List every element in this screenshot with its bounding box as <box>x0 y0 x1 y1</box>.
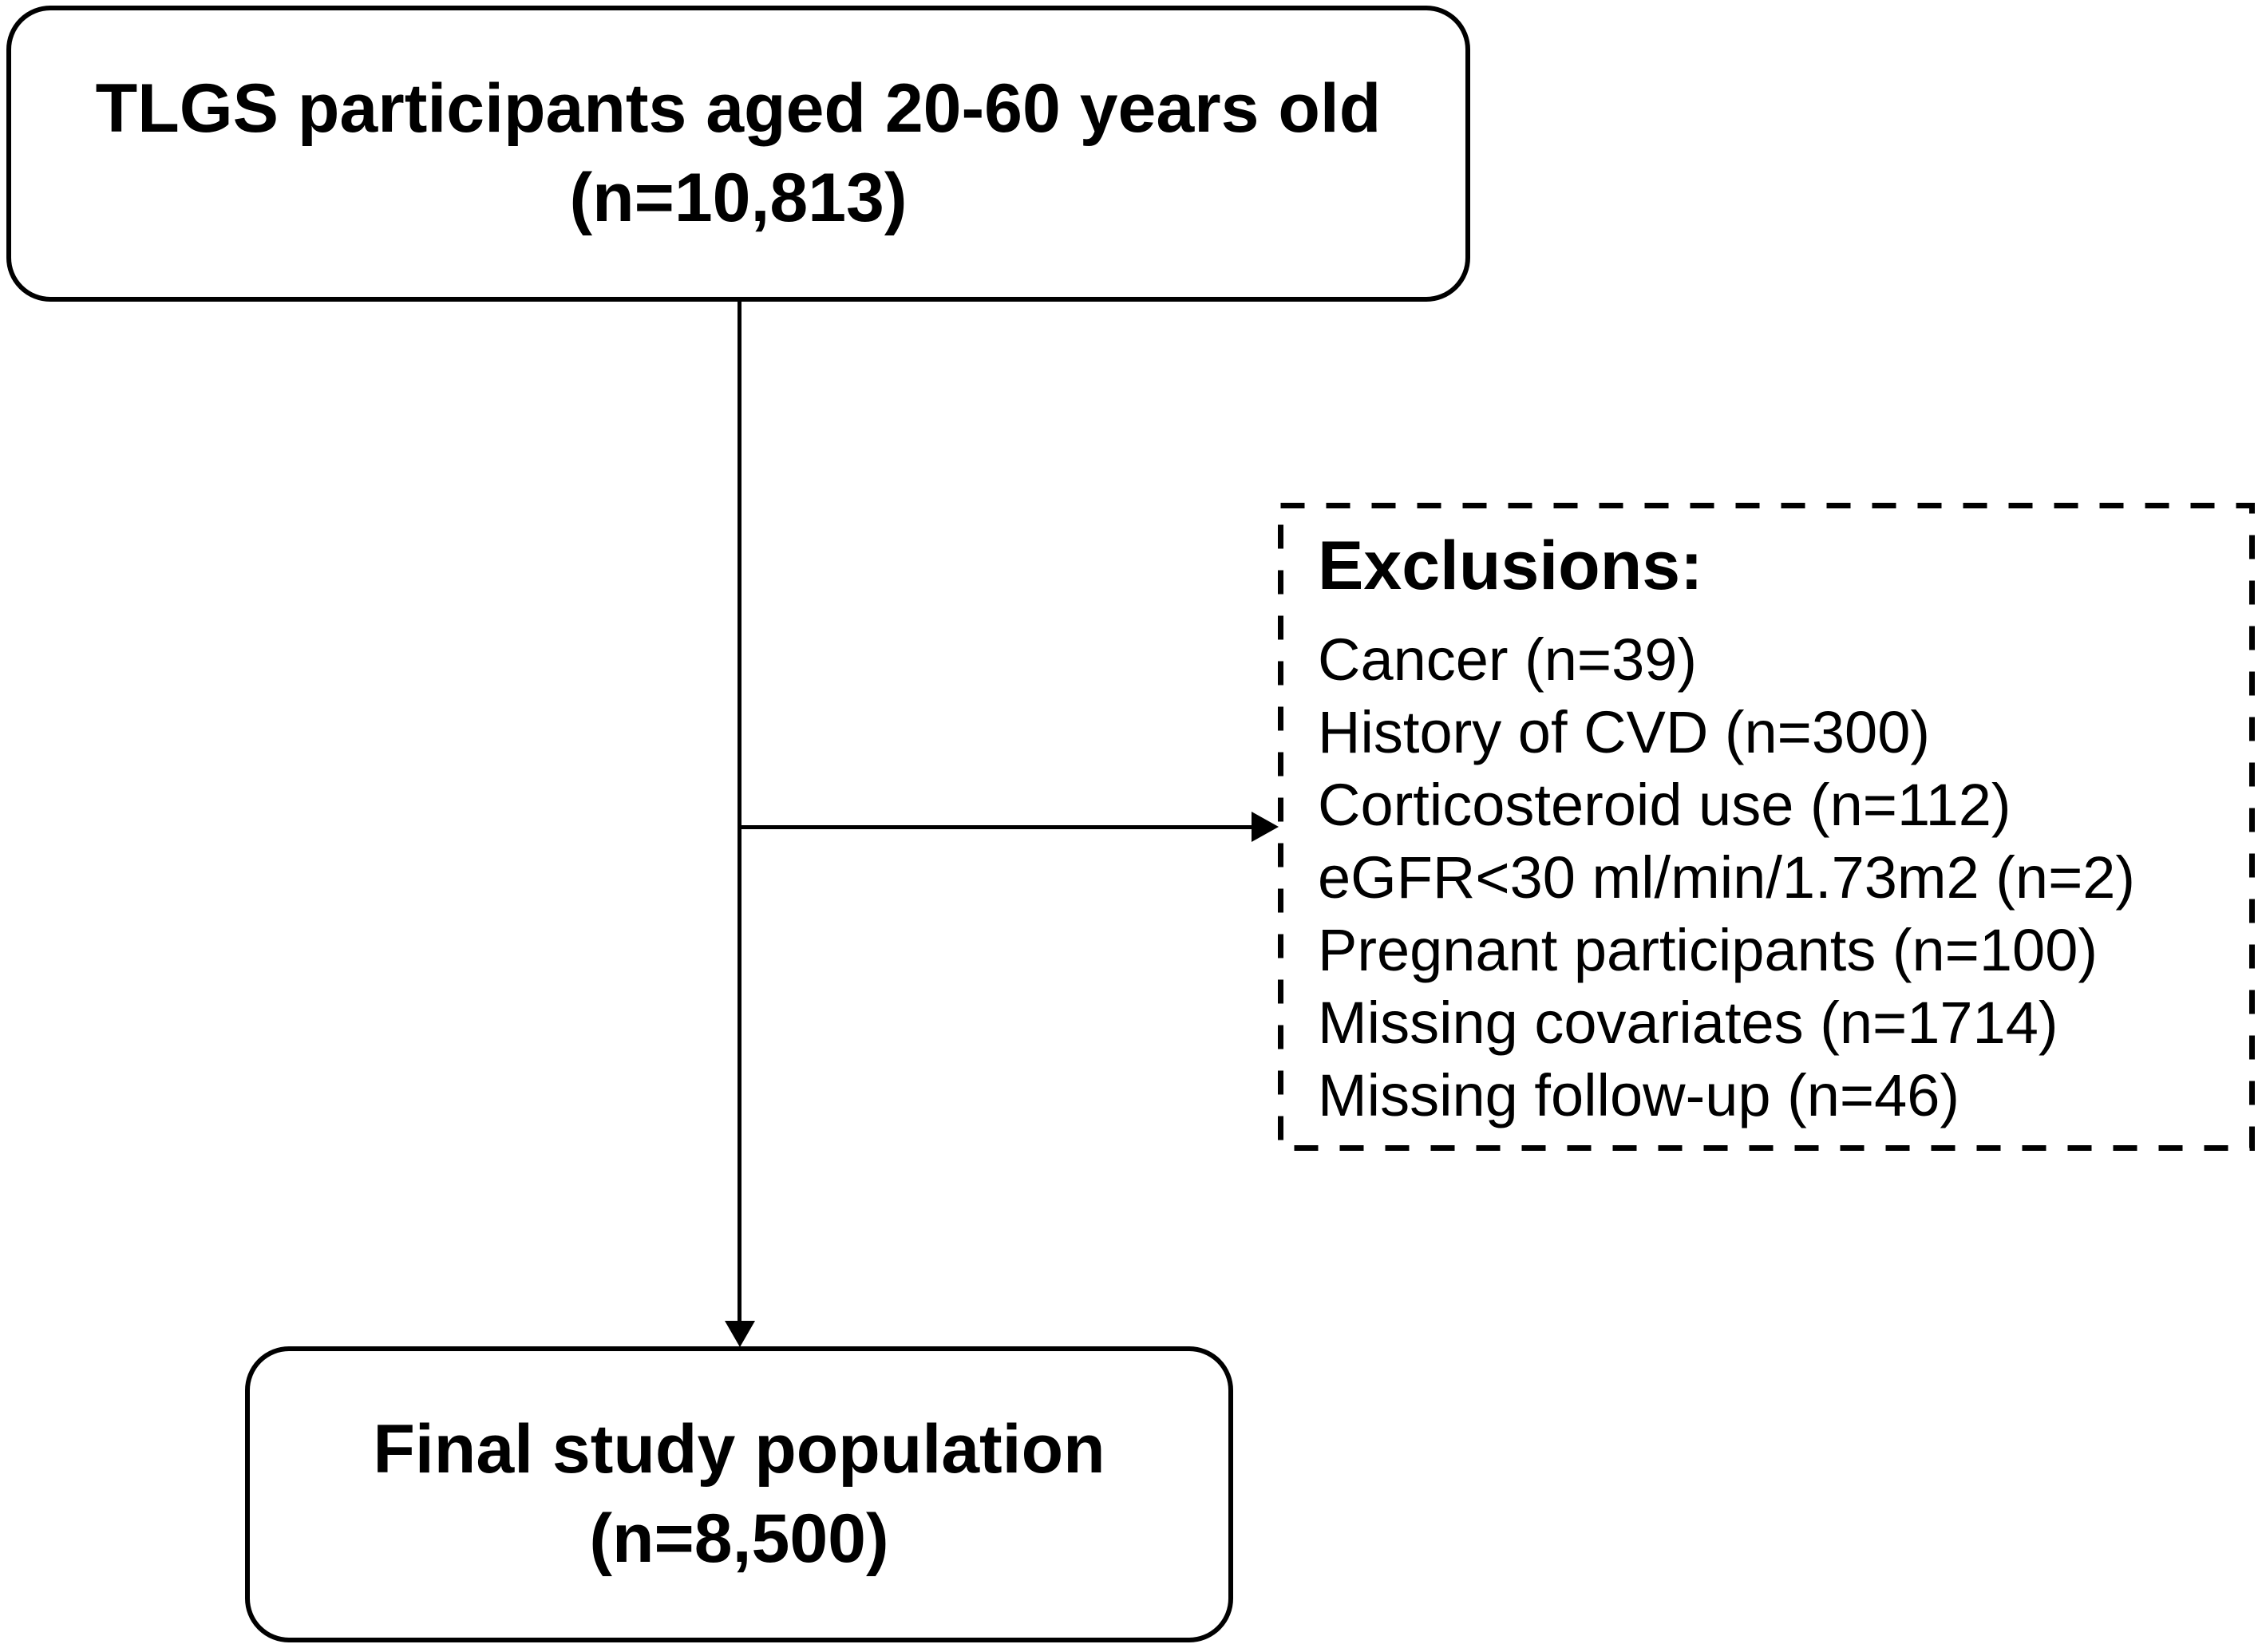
arrowhead-down-icon <box>725 1321 755 1347</box>
connector-exclusions-line <box>739 825 1254 829</box>
exclusion-item-pregnant: Pregnant participants (n=100) <box>1318 917 2098 984</box>
connector-vertical-line <box>738 302 741 1322</box>
arrowhead-right-icon <box>1252 812 1279 842</box>
exclusion-item-corticosteroid: Corticosteroid use (n=112) <box>1318 772 2011 839</box>
exclusion-item-cvd: History of CVD (n=300) <box>1318 699 1930 766</box>
top-box-count: (n=10,813) <box>569 159 908 236</box>
node-tlgs-participants: TLGS participants aged 20-60 years old (… <box>6 6 1470 302</box>
node-exclusions: Exclusions: Cancer (n=39) History of CVD… <box>1278 503 2255 1151</box>
exclusions-title: Exclusions: <box>1318 528 1703 604</box>
exclusion-item-missing-followup: Missing follow-up (n=46) <box>1318 1062 1960 1129</box>
bottom-box-count: (n=8,500) <box>589 1500 889 1577</box>
exclusions-list: Cancer (n=39) History of CVD (n=300) Cor… <box>1318 623 2226 1132</box>
exclusion-item-missing-covariates: Missing covariates (n=1714) <box>1318 990 2058 1057</box>
exclusion-item-cancer: Cancer (n=39) <box>1318 626 1698 694</box>
top-box-line1: TLGS participants aged 20-60 years old <box>95 69 1382 147</box>
exclusion-item-egfr: eGFR<30 ml/min/1.73m2 (n=2) <box>1318 844 2136 911</box>
node-final-population: Final study population (n=8,500) <box>245 1346 1233 1642</box>
dashed-border <box>1278 503 2255 1151</box>
exclusions-content: Exclusions: Cancer (n=39) History of CVD… <box>1278 503 2255 1151</box>
bottom-box-line1: Final study population <box>373 1410 1105 1488</box>
